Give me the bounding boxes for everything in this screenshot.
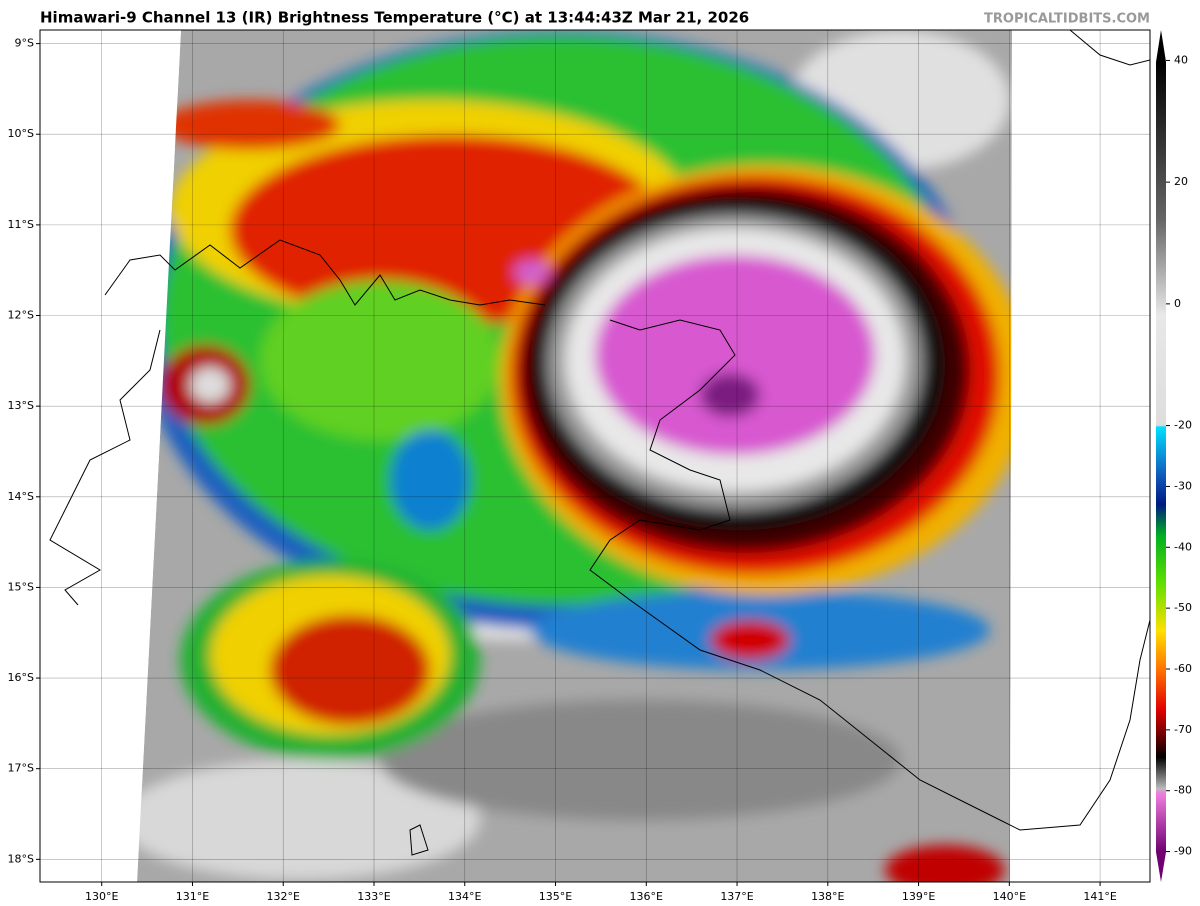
- y-tick-label: 15°S: [8, 580, 34, 593]
- satellite-image: [40, 30, 1150, 882]
- x-tick-label: 134°E: [448, 890, 481, 903]
- y-tick-label: 11°S: [8, 218, 34, 231]
- y-tick-label: 14°S: [8, 490, 34, 503]
- y-tick-label: 10°S: [8, 127, 34, 140]
- colorbar-tick-label: -40: [1174, 540, 1192, 553]
- y-tick-label: 12°S: [8, 309, 34, 322]
- x-tick-label: 138°E: [811, 890, 844, 903]
- colorbar-tick-label: -70: [1174, 723, 1192, 736]
- x-tick-label: 137°E: [720, 890, 753, 903]
- colorbar-tick-label: -50: [1174, 601, 1192, 614]
- x-tick-label: 130°E: [85, 890, 118, 903]
- colorbar-tick-label: -20: [1174, 419, 1192, 432]
- colorbar-tick-label: -60: [1174, 662, 1192, 675]
- colorbar-tick-label: 40: [1174, 53, 1188, 66]
- y-tick-label: 18°S: [8, 852, 34, 865]
- x-tick-label: 133°E: [357, 890, 390, 903]
- x-tick-label: 131°E: [176, 890, 209, 903]
- colorbar-tick-label: 20: [1174, 175, 1188, 188]
- colorbar-tick-label: -80: [1174, 784, 1192, 797]
- y-tick-label: 13°S: [8, 399, 34, 412]
- x-tick-label: 136°E: [630, 890, 663, 903]
- colorbar-extend-top: [1156, 30, 1166, 62]
- x-tick-label: 141°E: [1083, 890, 1116, 903]
- x-tick-label: 135°E: [539, 890, 572, 903]
- x-tick-label: 140°E: [993, 890, 1026, 903]
- title: Himawari-9 Channel 13 (IR) Brightness Te…: [40, 9, 749, 27]
- colorbar-extend-bottom: [1156, 852, 1166, 882]
- colorbar-tick-label: 0: [1174, 297, 1181, 310]
- x-tick-label: 132°E: [267, 890, 300, 903]
- watermark: TROPICALTIDBITS.COM: [984, 12, 1150, 27]
- y-tick-label: 16°S: [8, 671, 34, 684]
- map-frame: [39, 29, 1151, 883]
- y-tick-label: 9°S: [15, 37, 34, 50]
- colorbar: [1156, 62, 1166, 852]
- x-tick-label: 139°E: [902, 890, 935, 903]
- y-tick-label: 17°S: [8, 762, 34, 775]
- graticule: [40, 30, 1150, 882]
- colorbar-tick-label: -90: [1174, 845, 1192, 858]
- colorbar-tick-label: -30: [1174, 479, 1192, 492]
